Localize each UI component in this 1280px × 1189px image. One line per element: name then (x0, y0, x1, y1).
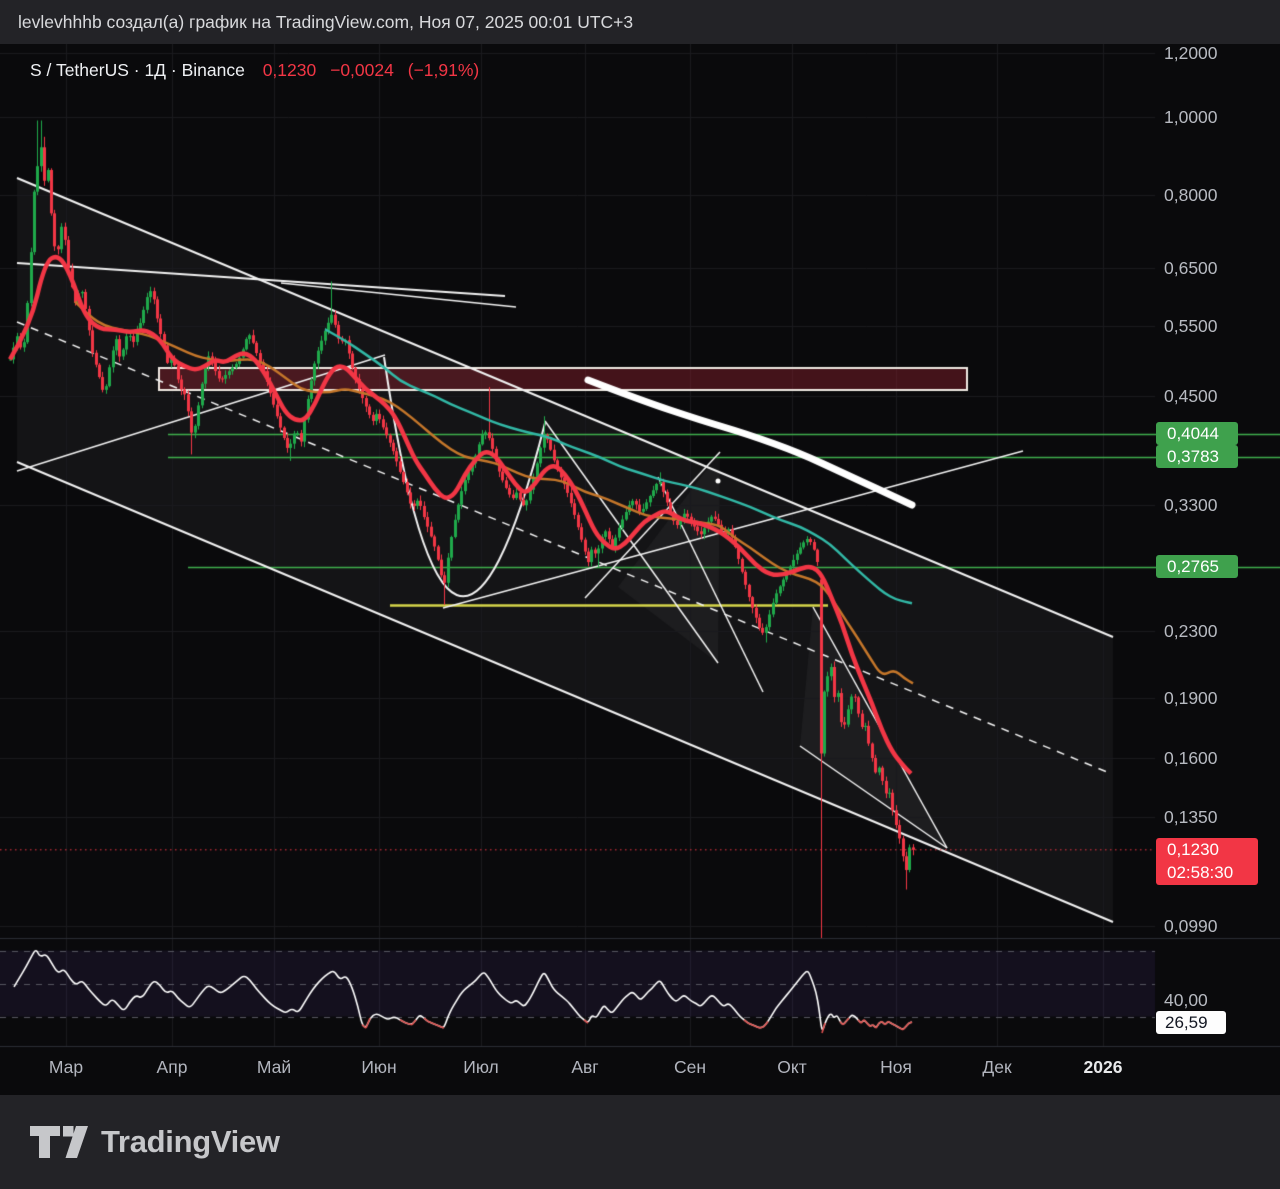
current-price-badge: 0,1230 02:58:30 (1156, 838, 1258, 886)
price-tick-label: 0,1900 (1164, 687, 1218, 708)
price-tick-label: 1,0000 (1164, 107, 1218, 127)
current-price-value: 0,1230 (1167, 840, 1219, 860)
time-tick-label: Ноя (880, 1057, 912, 1077)
footer-bar: TradingView (0, 1095, 1280, 1189)
time-tick-label: Авг (571, 1057, 599, 1077)
time-tick-label: Дек (982, 1057, 1012, 1077)
rsi-value-badge: 26,59 (1156, 1010, 1226, 1034)
time-tick-label: Мар (48, 1057, 84, 1077)
time-tick-label: Сен (673, 1057, 707, 1077)
price-tick-label: 0,1600 (1164, 747, 1218, 768)
price-tick-label: 1,2000 (1164, 43, 1218, 64)
symbol-row: S / TetherUS · 1Д · Binance 0,1230 −0,00… (30, 59, 479, 81)
price-tick-label: 0,0990 (1164, 915, 1218, 936)
time-tick-label: Апр (156, 1057, 188, 1077)
price-level-badge: 0,2765 (1156, 555, 1238, 579)
rsi-tick-label: 40,00 (1164, 990, 1208, 1010)
price-change-pct: (−1,91%) (407, 60, 480, 80)
price-tick-label: 0,6500 (1164, 257, 1218, 278)
bar-countdown: 02:58:30 (1167, 863, 1234, 883)
attribution-bar: levlevhhhb создал(а) график на TradingVi… (0, 0, 1280, 44)
attribution-text: levlevhhhb создал(а) график на TradingVi… (18, 12, 634, 32)
time-tick-label: 2026 (1083, 1057, 1123, 1077)
time-tick-label: Май (256, 1057, 292, 1077)
tradingview-logo-text: TradingView (101, 1124, 280, 1159)
price-tick-label: 0,4500 (1164, 386, 1218, 407)
tradingview-logo[interactable]: TradingView (30, 1114, 280, 1170)
price-tick-label: 0,8000 (1164, 185, 1218, 206)
tradingview-logo-icon (30, 1126, 88, 1158)
price-level-badge: 0,4044 (1156, 422, 1238, 446)
price-tick-label: 0,5500 (1164, 316, 1218, 337)
price-tick-label: 0,2300 (1164, 620, 1218, 641)
time-tick-label: Июн (361, 1057, 397, 1077)
symbol-title[interactable]: S / TetherUS · 1Д · Binance (30, 60, 245, 80)
price-level-badge: 0,3783 (1156, 445, 1238, 469)
price-tick-label: 0,3300 (1164, 494, 1218, 515)
time-tick-label: Окт (777, 1057, 807, 1077)
time-tick-label: Июл (463, 1057, 499, 1077)
last-price: 0,1230 (262, 60, 317, 80)
chart-canvas[interactable] (0, 44, 1280, 1095)
price-tick-label: 0,1350 (1164, 807, 1218, 828)
price-change: −0,0024 (330, 60, 394, 80)
